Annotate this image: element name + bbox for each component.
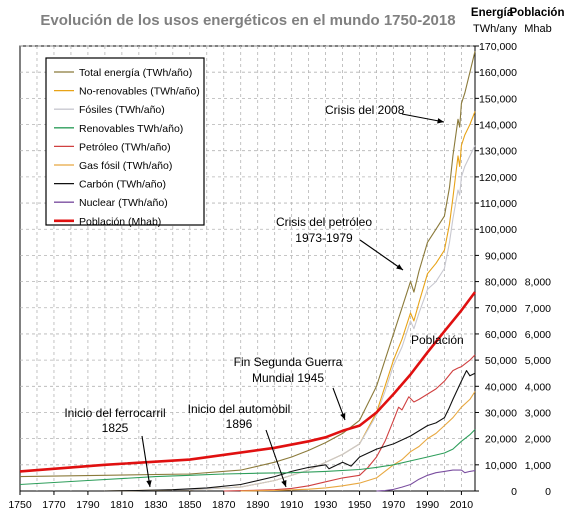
annotation-text: Mundial 1945 [252, 371, 324, 385]
legend: Total energía (TWh/año) No-renovables (TW… [45, 57, 205, 228]
series-line-2 [104, 145, 476, 492]
legend-label: Total energía (TWh/año) [79, 67, 192, 79]
annotation-arrowhead [396, 264, 403, 270]
energy-tick-label: 140,000 [479, 120, 517, 132]
series-line-5 [240, 391, 476, 492]
x-tick-label: 1770 [42, 499, 66, 511]
series-line-6 [104, 370, 476, 492]
legend-label: Población (Mhab) [79, 216, 161, 228]
legend-label: Nuclear (TWh/año) [79, 197, 168, 209]
series-lines [19, 51, 477, 492]
x-tick-label: 1990 [416, 499, 440, 511]
energy-tick-label: 90,000 [485, 250, 517, 262]
annotation-text: Fin Segunda Guerra [234, 355, 343, 369]
population-axis-header: Población [510, 7, 565, 19]
x-tick-label: 1870 [212, 499, 236, 511]
annotation-arrow [141, 435, 151, 488]
annotation-arrow [401, 113, 445, 123]
x-tick-label: 1810 [110, 499, 134, 511]
x-tick-label: 1950 [348, 499, 372, 511]
legend-label: Renovables TWh/año) [79, 123, 183, 135]
energy-tick-label: 0 [511, 486, 517, 498]
annotation-text: Crisis del 2008 [325, 103, 405, 117]
energy-axis-header: Energía [471, 7, 514, 19]
energy-tick-label: 150,000 [479, 93, 517, 105]
series-line-0 [19, 51, 476, 478]
annotation-text: Población [411, 333, 464, 347]
x-tick-label: 1750 [8, 499, 32, 511]
annotation-arrowhead [281, 480, 287, 487]
population-tick-label: 1,000 [525, 460, 551, 472]
population-tick-label: 3,000 [525, 407, 551, 419]
energy-tick-label: 30,000 [485, 407, 517, 419]
annotation-arrowhead [146, 480, 152, 487]
energy-tick-label: 40,000 [485, 381, 517, 393]
annotation-arrow [265, 429, 287, 488]
population-tick-label: 0 [545, 486, 551, 498]
population-tick-label: 4,000 [525, 381, 551, 393]
series-line-4 [223, 354, 476, 492]
x-tick-label: 1830 [144, 499, 168, 511]
annotation-text: Inicio del automòbil [188, 402, 291, 416]
x-tick-label: 1910 [280, 499, 304, 511]
population-tick-label: 2,000 [525, 434, 551, 446]
energy-tick-label: 130,000 [479, 146, 517, 158]
axes: 0 10,000 20,000 30,000 40,000 50,000 60,000 70,… [8, 41, 551, 511]
energy-tick-label: 50,000 [485, 355, 517, 367]
energy-tick-label: 60,000 [485, 329, 517, 341]
energy-tick-label: 110,000 [480, 198, 517, 210]
x-tick-label: 1850 [178, 499, 202, 511]
population-axis-unit: Mhab [524, 23, 552, 35]
annotation-arrowhead [437, 118, 444, 124]
legend-box [45, 57, 205, 226]
annotation-text: Inicio del ferrocarril [64, 406, 165, 420]
legend-label: Gas fósil (TWh/año) [79, 160, 172, 172]
energy-tick-label: 80,000 [485, 277, 517, 289]
annotation-arrow [359, 239, 404, 271]
energy-tick-label: 120,000 [479, 172, 517, 184]
energy-tick-label: 10,000 [485, 460, 517, 472]
annotation-text: 1896 [226, 417, 253, 431]
x-tick-label: 2010 [450, 499, 474, 511]
energy-tick-label: 70,000 [485, 303, 517, 315]
energy-tick-label: 20,000 [485, 434, 517, 446]
annotation-arrowhead [340, 413, 346, 420]
population-tick-label: 6,000 [525, 329, 551, 341]
legend-label: No-renovables (TWh/año) [79, 86, 200, 98]
legend-label: Carbón (TWh/año) [79, 179, 166, 191]
legend-label: Fósiles (TWh/año) [79, 104, 165, 116]
series-line-8 [19, 291, 477, 473]
series-line-7 [376, 469, 476, 492]
population-tick-label: 5,000 [525, 355, 551, 367]
energy-axis-unit: TWh/any [473, 23, 518, 35]
population-tick-label: 8,000 [525, 277, 551, 289]
legend-label: Petróleo (TWh/año) [79, 141, 171, 153]
chart-title: Evolución de los usos energéticos en el … [40, 12, 455, 29]
population-tick-label: 7,000 [525, 303, 551, 315]
x-tick-label: 1890 [246, 499, 270, 511]
energy-tick-label: 100,000 [479, 224, 517, 236]
x-tick-label: 1970 [382, 499, 406, 511]
x-tick-label: 1930 [314, 499, 338, 511]
energy-tick-label: 160,000 [479, 67, 517, 79]
energy-tick-label: 170,000 [479, 41, 517, 53]
annotation-text: 1973-1979 [295, 231, 353, 245]
annotations: Crisis del 2008 Crisis del petróleo 1973-1… [64, 103, 464, 488]
annotation-text: Crisis del petróleo [276, 215, 372, 229]
x-tick-label: 1790 [76, 499, 100, 511]
annotation-text: 1825 [102, 421, 129, 435]
series-line-3 [19, 429, 476, 486]
